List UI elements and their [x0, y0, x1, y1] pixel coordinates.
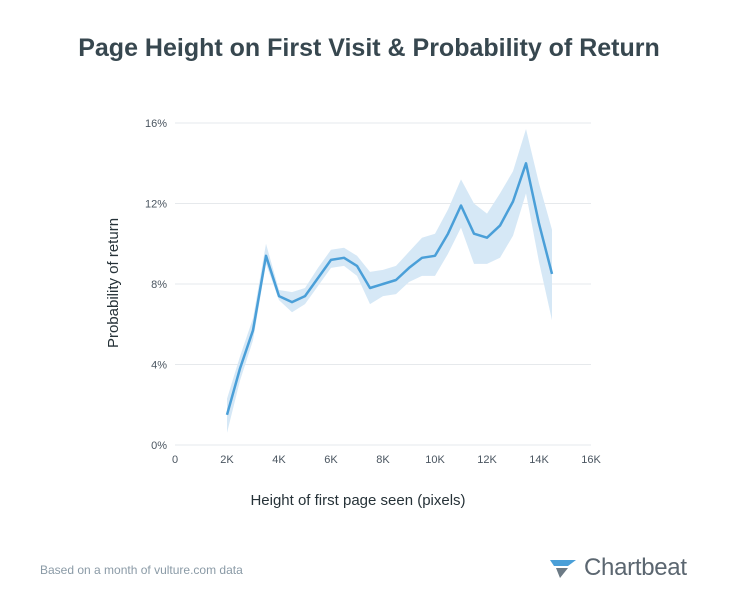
x-axis-ticks: 0 2K 4K 6K 8K 10K 12K 14K 16K	[172, 454, 602, 466]
x-tick-label: 12K	[477, 454, 497, 466]
y-tick-label: 0%	[151, 440, 167, 452]
x-tick-label: 6K	[324, 454, 338, 466]
y-tick-label: 4%	[151, 360, 167, 372]
x-tick-label: 8K	[376, 454, 390, 466]
y-tick-label: 12%	[145, 199, 167, 211]
x-tick-label: 4K	[272, 454, 286, 466]
brand-logo: Chartbeat	[548, 553, 687, 583]
y-tick-label: 16%	[145, 118, 167, 130]
x-tick-label: 14K	[529, 454, 549, 466]
source-note: Based on a month of vulture.com data	[40, 563, 243, 577]
brand-name: Chartbeat	[584, 554, 687, 581]
x-tick-label: 2K	[220, 454, 234, 466]
x-tick-label: 10K	[425, 454, 445, 466]
x-axis-label: Height of first page seen (pixels)	[250, 492, 465, 509]
x-tick-label: 0	[172, 454, 178, 466]
chart-title: Page Height on First Visit & Probability…	[78, 34, 660, 62]
chartbeat-logo-icon	[550, 560, 576, 578]
y-tick-label: 8%	[151, 279, 167, 291]
x-tick-label: 16K	[581, 454, 601, 466]
y-axis-ticks: 0% 4% 8% 12% 16%	[145, 118, 167, 452]
series-line	[225, 162, 554, 416]
y-axis-label: Probability of return	[105, 218, 122, 348]
